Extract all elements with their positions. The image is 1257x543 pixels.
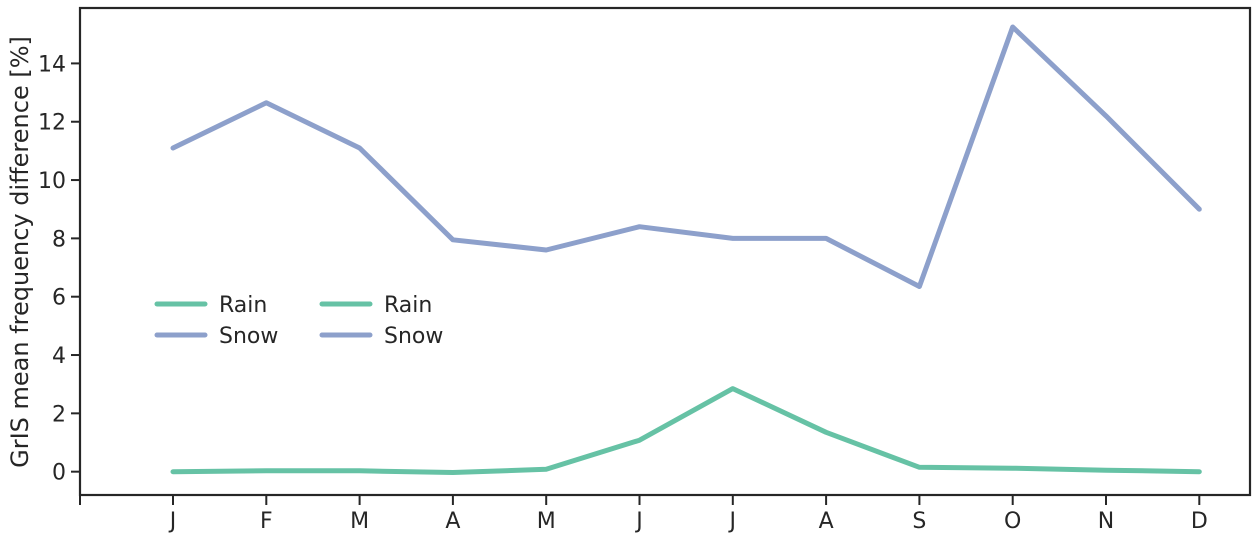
y-tick-label: 4 — [52, 344, 66, 369]
x-tick-label: N — [1098, 509, 1114, 534]
legend-entry-rain: Rain — [319, 293, 432, 318]
y-tick-label: 14 — [38, 52, 66, 77]
axes: 0 2 4 6 8 10 12 14 J F M A M J J A S O N D — [38, 6, 1252, 534]
series-lines — [170, 24, 1202, 475]
y-axis-label: GrIS mean frequency difference [%] — [6, 36, 34, 468]
x-tick-label: D — [1191, 509, 1208, 534]
x-tick-label: J — [168, 509, 177, 534]
series-line-rain — [170, 386, 1202, 475]
x-tick-label: J — [728, 509, 737, 534]
x-tick-label: J — [634, 509, 643, 534]
legend-label: Snow — [384, 324, 443, 349]
plot-frame — [78, 6, 1252, 497]
x-tick-label: M — [537, 509, 556, 534]
x-tick-label: O — [1004, 509, 1021, 534]
y-tick-label: 8 — [52, 227, 66, 252]
x-tick-label: A — [445, 509, 460, 534]
legend-entry-snow: Snow — [319, 324, 443, 349]
legend-entry-snow: Snow — [154, 324, 278, 349]
series-line-snow — [170, 24, 1202, 289]
y-tick-label: 2 — [52, 402, 66, 427]
x-tick-label: A — [819, 509, 834, 534]
legend: Rain Snow Rain Snow — [154, 293, 443, 349]
y-tick-label: 6 — [52, 286, 66, 311]
legend-entry-rain: Rain — [154, 293, 267, 318]
legend-label: Rain — [384, 293, 432, 318]
x-tick-label: S — [912, 509, 926, 534]
y-tick-label: 10 — [38, 169, 66, 194]
x-tick-label: M — [350, 509, 369, 534]
x-tick-label: F — [260, 509, 273, 534]
legend-label: Rain — [219, 293, 267, 318]
y-tick-label: 0 — [52, 461, 66, 486]
legend-label: Snow — [219, 324, 278, 349]
y-tick-label: 12 — [38, 111, 66, 136]
